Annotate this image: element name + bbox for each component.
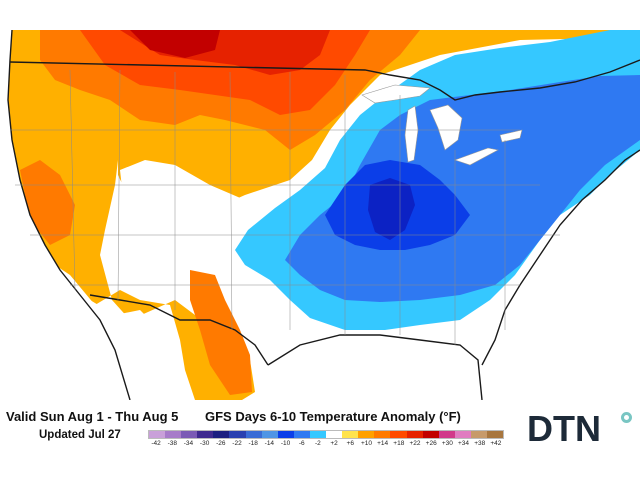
state-lines <box>10 69 560 345</box>
color-scale-tick-label: -2 <box>315 440 321 447</box>
color-scale-tick-label: -38 <box>167 440 177 447</box>
border-canada <box>9 59 640 101</box>
color-scale-bar <box>148 430 504 439</box>
map-borders <box>7 29 640 400</box>
hot-region-core <box>130 30 220 58</box>
color-scale-tick-label: +30 <box>441 440 453 447</box>
color-swatch <box>149 431 166 438</box>
color-swatch <box>454 431 471 438</box>
dtn-logo: DTN <box>527 408 637 450</box>
color-scale-tick-label: -18 <box>248 440 258 447</box>
color-scale-tick-label: -22 <box>232 440 242 447</box>
temperature-anomaly-map <box>0 29 640 400</box>
border-coast-gulf <box>267 334 483 400</box>
lake-michigan <box>404 105 419 163</box>
color-swatch <box>326 431 343 438</box>
color-swatch <box>470 431 487 438</box>
color-scale-ticks: -42 -38 -34 -30 -26 -22 -18 -14 -10 -6 -2 +2 +6 +10 +1… <box>148 440 504 450</box>
lake-erie <box>454 147 499 166</box>
color-scale-tick-label: -6 <box>298 440 305 447</box>
lake-ontario <box>499 129 523 143</box>
color-scale-tick-label: +42 <box>490 440 502 447</box>
color-scale-tick-label: +14 <box>377 440 389 447</box>
color-scale-tick-label: -34 <box>183 440 194 447</box>
dtn-logo-text: DTN <box>527 408 601 449</box>
border-coast-east <box>481 149 640 366</box>
warm-region-light <box>0 30 610 400</box>
map-footer: Valid Sun Aug 1 - Thu Aug 5 Updated Jul … <box>0 400 640 480</box>
warm-region-south <box>190 270 252 395</box>
color-scale-tick-label: +18 <box>393 440 405 447</box>
atlantic-ocean <box>480 150 640 400</box>
color-swatch <box>374 431 391 438</box>
color-scale-tick-label: +22 <box>409 440 421 447</box>
color-swatch <box>342 431 359 438</box>
logo-ring-icon <box>621 412 632 423</box>
color-scale-tick-label: -14 <box>264 440 275 447</box>
color-scale-tick-label: +34 <box>458 440 470 447</box>
color-swatch <box>213 431 230 438</box>
color-scale-tick-label: -42 <box>151 440 161 447</box>
lake-huron <box>429 104 463 151</box>
color-swatch <box>438 431 455 438</box>
color-scale-tick-label: +38 <box>474 440 486 447</box>
lake-superior <box>361 84 431 104</box>
color-swatch <box>181 431 198 438</box>
color-swatch <box>245 431 262 438</box>
color-swatch <box>197 431 214 438</box>
color-swatch <box>261 431 278 438</box>
color-scale-tick-label: +6 <box>346 440 354 447</box>
cold-region-core <box>368 178 415 240</box>
color-scale-tick-label: +26 <box>425 440 437 447</box>
color-swatch <box>309 431 327 438</box>
border-mexico <box>89 294 269 366</box>
pacific-ocean <box>0 30 130 400</box>
color-scale-tick-label: -30 <box>199 440 210 447</box>
border-coast-west <box>7 29 131 400</box>
color-swatch <box>422 431 439 438</box>
color-swatch <box>277 431 294 438</box>
valid-dates: Valid Sun Aug 1 - Thu Aug 5 <box>6 409 179 424</box>
color-swatch <box>390 431 407 438</box>
state-line-1 <box>69 69 76 291</box>
color-swatch <box>165 431 182 438</box>
color-swatch <box>293 431 310 438</box>
color-swatch <box>486 431 504 438</box>
color-swatch <box>406 431 423 438</box>
updated-date: Updated Jul 27 <box>39 429 121 441</box>
color-scale-tick-label: +2 <box>330 440 338 447</box>
color-swatch <box>358 431 375 438</box>
map-title: GFS Days 6-10 Temperature Anomaly (°F) <box>205 409 461 424</box>
color-scale-tick-label: -26 <box>216 440 226 447</box>
gulf-of-mexico <box>270 335 482 400</box>
color-swatch <box>229 431 246 438</box>
color-scale-tick-label: -10 <box>280 440 291 447</box>
state-line-4 <box>229 71 233 331</box>
color-scale-tick-label: +10 <box>360 440 372 447</box>
